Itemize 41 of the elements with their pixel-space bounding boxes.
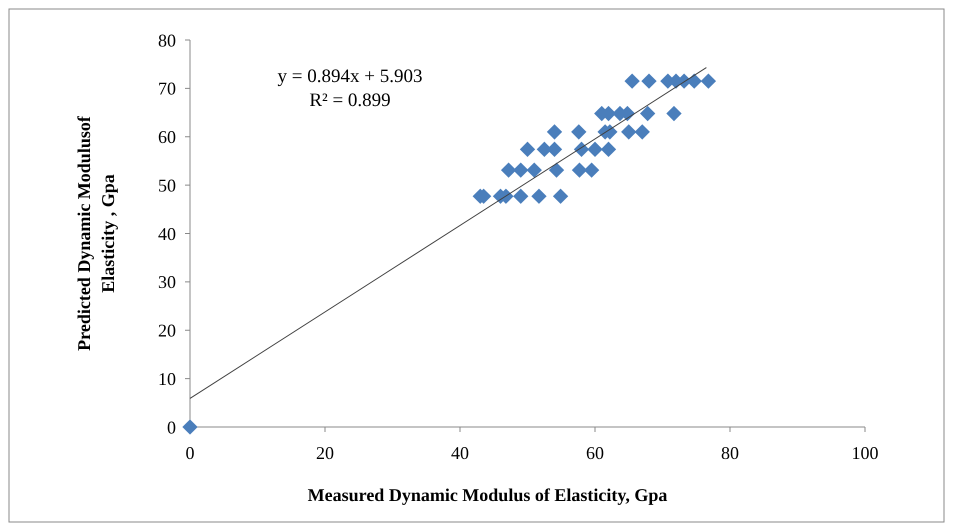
x-tick-label: 40 bbox=[451, 443, 469, 463]
point bbox=[621, 124, 636, 140]
y-tick-label: 40 bbox=[158, 224, 176, 244]
point bbox=[513, 188, 528, 204]
point bbox=[640, 106, 656, 122]
x-tick-label: 100 bbox=[852, 443, 878, 463]
y-axis-title: Predicted Dynamic Modulusof Elasticity , Gpa bbox=[74, 115, 118, 351]
point bbox=[634, 124, 650, 140]
y-tick-label: 10 bbox=[158, 368, 176, 389]
point bbox=[624, 73, 640, 89]
y-tick-label: 60 bbox=[158, 127, 176, 148]
x-tick-label: 0 bbox=[186, 443, 194, 463]
point bbox=[531, 188, 547, 204]
point bbox=[546, 124, 562, 140]
point bbox=[572, 162, 588, 178]
y-tick-label: 30 bbox=[158, 272, 176, 292]
y-tick-label: 0 bbox=[167, 417, 176, 438]
annotation: R² = 0.899 bbox=[309, 90, 391, 111]
point bbox=[552, 188, 568, 204]
point bbox=[587, 142, 603, 157]
point bbox=[520, 142, 536, 157]
x-axis-title: Measured Dynamic Modulus of Elasticity, Gpa bbox=[308, 485, 668, 505]
y-tick-label: 70 bbox=[158, 78, 176, 99]
point bbox=[571, 124, 586, 140]
x-tick-label: 20 bbox=[316, 443, 334, 463]
point bbox=[700, 73, 716, 89]
point bbox=[641, 73, 657, 89]
annotation: y = 0.894x + 5.903 bbox=[278, 66, 422, 87]
x-tick-label: 60 bbox=[586, 443, 604, 463]
point bbox=[666, 106, 682, 122]
x-tick-label: 80 bbox=[721, 443, 739, 463]
point bbox=[584, 162, 600, 178]
point bbox=[500, 162, 516, 178]
point bbox=[526, 162, 542, 178]
y-tick-label: 80 bbox=[158, 30, 176, 50]
y-tick-label: 20 bbox=[158, 320, 176, 341]
point bbox=[600, 142, 616, 157]
point bbox=[182, 419, 198, 435]
point bbox=[513, 162, 528, 178]
y-tick-label: 50 bbox=[158, 175, 176, 196]
point bbox=[548, 162, 564, 178]
